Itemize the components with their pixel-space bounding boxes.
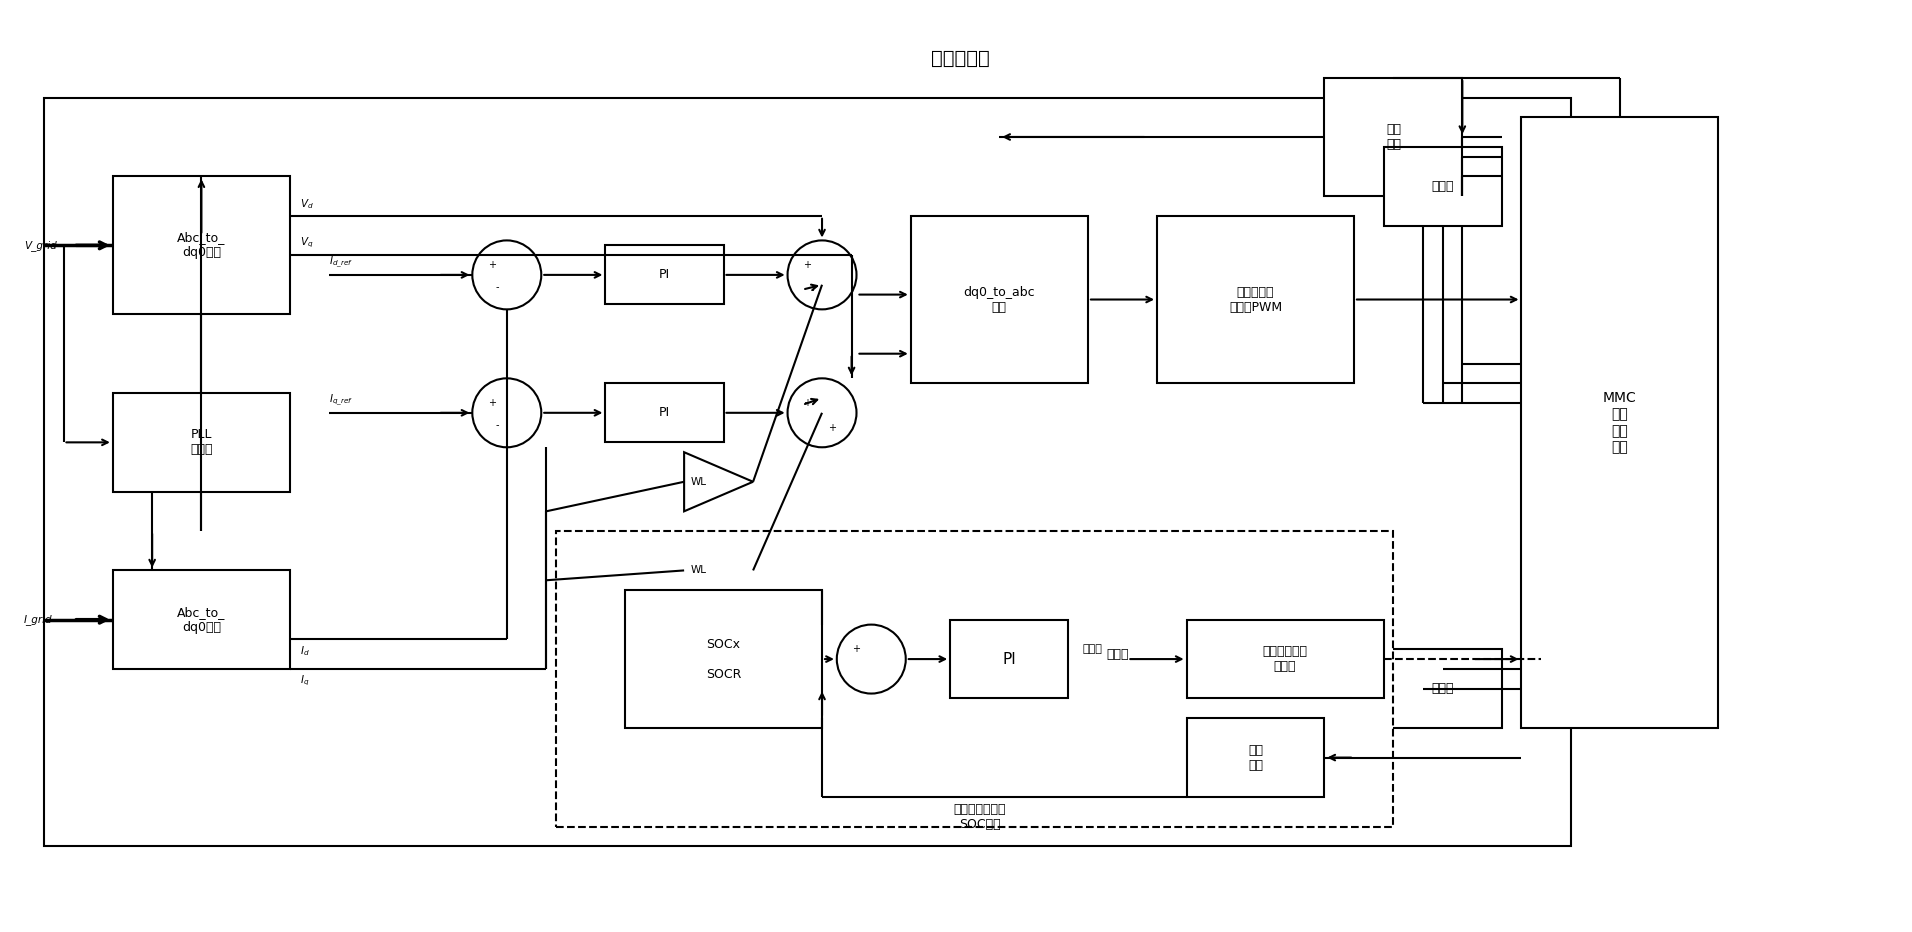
- Text: +: +: [803, 398, 811, 408]
- FancyBboxPatch shape: [606, 383, 723, 443]
- FancyBboxPatch shape: [44, 98, 1570, 846]
- Text: 占空比: 占空比: [1107, 648, 1128, 661]
- FancyBboxPatch shape: [1325, 78, 1463, 196]
- Text: +: +: [488, 260, 495, 270]
- Text: SOCx

SOCR: SOCx SOCR: [706, 637, 742, 680]
- Text: PI: PI: [1002, 651, 1015, 666]
- Text: $I_d$: $I_d$: [300, 644, 310, 658]
- Text: $I_{q\_ref}$: $I_{q\_ref}$: [329, 392, 354, 408]
- Text: PI: PI: [660, 406, 669, 419]
- Text: +: +: [828, 422, 836, 432]
- Text: $V_q$: $V_q$: [300, 236, 314, 251]
- Text: I_grid: I_grid: [25, 614, 54, 625]
- Text: 信号
采集: 信号 采集: [1249, 744, 1264, 772]
- Text: Abc_to_
dq0转换: Abc_to_ dq0转换: [178, 606, 226, 634]
- FancyBboxPatch shape: [1187, 719, 1325, 797]
- Text: -: -: [811, 284, 815, 295]
- Text: WL: WL: [690, 566, 707, 575]
- Text: 交流侧: 交流侧: [1432, 180, 1453, 193]
- FancyBboxPatch shape: [1522, 117, 1719, 728]
- Text: -: -: [495, 281, 499, 292]
- Text: $I_q$: $I_q$: [300, 674, 310, 688]
- Text: $I_{d\_ref}$: $I_{d\_ref}$: [329, 254, 354, 270]
- Text: $V_d$: $V_d$: [300, 197, 314, 211]
- FancyBboxPatch shape: [950, 620, 1069, 698]
- Text: +: +: [488, 398, 495, 408]
- FancyBboxPatch shape: [1384, 147, 1501, 226]
- FancyBboxPatch shape: [1384, 650, 1501, 728]
- FancyBboxPatch shape: [556, 531, 1394, 827]
- FancyBboxPatch shape: [113, 393, 291, 491]
- FancyBboxPatch shape: [1187, 620, 1384, 698]
- Text: 各功率模块电池
SOC信息: 各功率模块电池 SOC信息: [954, 802, 1006, 830]
- Text: 交流侧信号: 交流侧信号: [931, 48, 989, 68]
- Text: 强制接入或旁
路信号: 强制接入或旁 路信号: [1262, 645, 1308, 673]
- FancyBboxPatch shape: [625, 590, 822, 728]
- Text: MMC
储能
电池
系统: MMC 储能 电池 系统: [1602, 391, 1637, 454]
- Text: 双调制波载
波移相PWM: 双调制波载 波移相PWM: [1229, 285, 1283, 313]
- FancyBboxPatch shape: [113, 176, 291, 314]
- Text: 占空比: 占空比: [1082, 644, 1103, 654]
- Text: PI: PI: [660, 268, 669, 281]
- Text: Abc_to_
dq0转换: Abc_to_ dq0转换: [178, 231, 226, 259]
- Text: 信号
采集: 信号 采集: [1386, 123, 1401, 151]
- Text: 直流侧: 直流侧: [1432, 682, 1453, 695]
- FancyBboxPatch shape: [113, 570, 291, 669]
- FancyBboxPatch shape: [606, 245, 723, 305]
- Text: PLL
锁相环: PLL 锁相环: [189, 429, 212, 457]
- FancyBboxPatch shape: [910, 216, 1088, 383]
- Text: V_grid: V_grid: [25, 240, 57, 251]
- Text: -: -: [495, 419, 499, 430]
- Text: dq0_to_abc
转换: dq0_to_abc 转换: [964, 285, 1034, 313]
- Text: WL: WL: [690, 477, 707, 487]
- Text: +: +: [803, 260, 811, 270]
- Text: +: +: [853, 644, 860, 654]
- FancyBboxPatch shape: [1157, 216, 1354, 383]
